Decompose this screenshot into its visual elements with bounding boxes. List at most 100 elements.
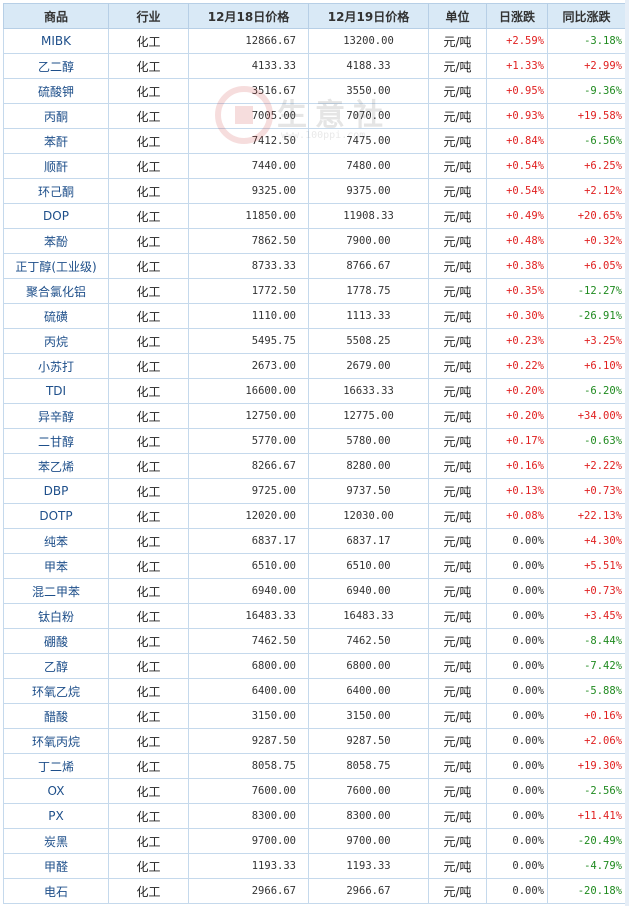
product-name-link[interactable]: 硫磺 xyxy=(3,303,109,329)
product-name-link[interactable]: 正丁醇(工业级) xyxy=(3,253,109,279)
daily-change-cell: 0.00% xyxy=(486,628,548,654)
table-row[interactable]: 纯苯 化工 6837.17 6837.17 元/吨 0.00% +4.30% xyxy=(3,528,626,554)
product-name-link[interactable]: 钛白粉 xyxy=(3,603,109,629)
product-name-link[interactable]: 乙醇 xyxy=(3,653,109,679)
product-name-link[interactable]: 丙烷 xyxy=(3,328,109,354)
table-row[interactable]: DOTP 化工 12020.00 12030.00 元/吨 +0.08% +22.13% xyxy=(3,503,626,529)
product-name-link[interactable]: 聚合氯化铝 xyxy=(3,278,109,304)
industry-cell: 化工 xyxy=(108,378,189,404)
product-name-link[interactable]: 甲苯 xyxy=(3,553,109,579)
table-row[interactable]: 炭黑 化工 9700.00 9700.00 元/吨 0.00% -20.49% xyxy=(3,828,626,854)
product-name-link[interactable]: 醋酸 xyxy=(3,703,109,729)
unit-cell: 元/吨 xyxy=(428,828,487,854)
table-row[interactable]: 硼酸 化工 7462.50 7462.50 元/吨 0.00% -8.44% xyxy=(3,628,626,654)
product-name-link[interactable]: 电石 xyxy=(3,878,109,904)
table-row[interactable]: 甲苯 化工 6510.00 6510.00 元/吨 0.00% +5.51% xyxy=(3,553,626,579)
unit-cell: 元/吨 xyxy=(428,203,487,229)
table-row[interactable]: 环氧乙烷 化工 6400.00 6400.00 元/吨 0.00% -5.88% xyxy=(3,678,626,704)
product-name-link[interactable]: 异辛醇 xyxy=(3,403,109,429)
product-name-link[interactable]: 硼酸 xyxy=(3,628,109,654)
table-row[interactable]: MIBK 化工 12866.67 13200.00 元/吨 +2.59% -3.18% xyxy=(3,28,626,54)
table-row[interactable]: 苯酐 化工 7412.50 7475.00 元/吨 +0.84% -6.56% xyxy=(3,128,626,154)
table-row[interactable]: 聚合氯化铝 化工 1772.50 1778.75 元/吨 +0.35% -12.27% xyxy=(3,278,626,304)
price-table-container: 商品 行业 12月18日价格 12月19日价格 单位 日涨跌 同比涨跌 MIBK… xyxy=(3,3,626,904)
table-row[interactable]: 环己酮 化工 9325.00 9375.00 元/吨 +0.54% +2.12% xyxy=(3,178,626,204)
yoy-change-cell: -20.18% xyxy=(547,878,626,904)
table-row[interactable]: 甲醛 化工 1193.33 1193.33 元/吨 0.00% -4.79% xyxy=(3,853,626,879)
product-name-link[interactable]: 苯酐 xyxy=(3,128,109,154)
table-row[interactable]: PX 化工 8300.00 8300.00 元/吨 0.00% +11.41% xyxy=(3,803,626,829)
table-row[interactable]: 苯乙烯 化工 8266.67 8280.00 元/吨 +0.16% +2.22% xyxy=(3,453,626,479)
table-row[interactable]: OX 化工 7600.00 7600.00 元/吨 0.00% -2.56% xyxy=(3,778,626,804)
table-row[interactable]: 正丁醇(工业级) 化工 8733.33 8766.67 元/吨 +0.38% +6.05% xyxy=(3,253,626,279)
table-row[interactable]: 乙二醇 化工 4133.33 4188.33 元/吨 +1.33% +2.99% xyxy=(3,53,626,79)
product-name-link[interactable]: MIBK xyxy=(3,28,109,54)
table-row[interactable]: 硫磺 化工 1110.00 1113.33 元/吨 +0.30% -26.91% xyxy=(3,303,626,329)
unit-cell: 元/吨 xyxy=(428,253,487,279)
product-name-link[interactable]: 苯乙烯 xyxy=(3,453,109,479)
product-name-link[interactable]: 硫酸钾 xyxy=(3,78,109,104)
table-row[interactable]: 二甘醇 化工 5770.00 5780.00 元/吨 +0.17% -0.63% xyxy=(3,428,626,454)
header-price-dec19[interactable]: 12月19日价格 xyxy=(308,3,429,29)
product-name-link[interactable]: DOP xyxy=(3,203,109,229)
table-row[interactable]: 异辛醇 化工 12750.00 12775.00 元/吨 +0.20% +34.00% xyxy=(3,403,626,429)
product-name-link[interactable]: 炭黑 xyxy=(3,828,109,854)
product-name-link[interactable]: 环己酮 xyxy=(3,178,109,204)
table-row[interactable]: 硫酸钾 化工 3516.67 3550.00 元/吨 +0.95% -9.36% xyxy=(3,78,626,104)
table-row[interactable]: 环氧丙烷 化工 9287.50 9287.50 元/吨 0.00% +2.06% xyxy=(3,728,626,754)
table-row[interactable]: 乙醇 化工 6800.00 6800.00 元/吨 0.00% -7.42% xyxy=(3,653,626,679)
unit-cell: 元/吨 xyxy=(428,653,487,679)
product-name-link[interactable]: DOTP xyxy=(3,503,109,529)
table-row[interactable]: 丙酮 化工 7005.00 7070.00 元/吨 +0.93% +19.58% xyxy=(3,103,626,129)
header-yoy-change[interactable]: 同比涨跌 xyxy=(547,3,626,29)
product-name-link[interactable]: 二甘醇 xyxy=(3,428,109,454)
table-row[interactable]: 电石 化工 2966.67 2966.67 元/吨 0.00% -20.18% xyxy=(3,878,626,904)
table-row[interactable]: 丁二烯 化工 8058.75 8058.75 元/吨 0.00% +19.30% xyxy=(3,753,626,779)
product-name-link[interactable]: 纯苯 xyxy=(3,528,109,554)
product-name-link[interactable]: 苯酚 xyxy=(3,228,109,254)
unit-cell: 元/吨 xyxy=(428,553,487,579)
table-row[interactable]: 小苏打 化工 2673.00 2679.00 元/吨 +0.22% +6.10% xyxy=(3,353,626,379)
product-name-link[interactable]: TDI xyxy=(3,378,109,404)
industry-cell: 化工 xyxy=(108,878,189,904)
price-dec19-cell: 6800.00 xyxy=(308,653,429,679)
daily-change-cell: 0.00% xyxy=(486,878,548,904)
table-row[interactable]: DOP 化工 11850.00 11908.33 元/吨 +0.49% +20.65% xyxy=(3,203,626,229)
header-daily-change[interactable]: 日涨跌 xyxy=(486,3,548,29)
product-name-link[interactable]: 环氧丙烷 xyxy=(3,728,109,754)
table-row[interactable]: 丙烷 化工 5495.75 5508.25 元/吨 +0.23% +3.25% xyxy=(3,328,626,354)
header-price-dec18[interactable]: 12月18日价格 xyxy=(188,3,309,29)
table-row[interactable]: 醋酸 化工 3150.00 3150.00 元/吨 0.00% +0.16% xyxy=(3,703,626,729)
product-name-link[interactable]: DBP xyxy=(3,478,109,504)
price-dec18-cell: 12750.00 xyxy=(188,403,309,429)
industry-cell: 化工 xyxy=(108,303,189,329)
daily-change-cell: 0.00% xyxy=(486,828,548,854)
yoy-change-cell: -4.79% xyxy=(547,853,626,879)
price-dec18-cell: 4133.33 xyxy=(188,53,309,79)
table-row[interactable]: 苯酚 化工 7862.50 7900.00 元/吨 +0.48% +0.32% xyxy=(3,228,626,254)
unit-cell: 元/吨 xyxy=(428,403,487,429)
table-row[interactable]: 顺酐 化工 7440.00 7480.00 元/吨 +0.54% +6.25% xyxy=(3,153,626,179)
product-name-link[interactable]: 混二甲苯 xyxy=(3,578,109,604)
table-row[interactable]: 钛白粉 化工 16483.33 16483.33 元/吨 0.00% +3.45% xyxy=(3,603,626,629)
product-name-link[interactable]: 小苏打 xyxy=(3,353,109,379)
price-dec18-cell: 6837.17 xyxy=(188,528,309,554)
header-product[interactable]: 商品 xyxy=(3,3,109,29)
daily-change-cell: +0.17% xyxy=(486,428,548,454)
table-row[interactable]: 混二甲苯 化工 6940.00 6940.00 元/吨 0.00% +0.73% xyxy=(3,578,626,604)
unit-cell: 元/吨 xyxy=(428,528,487,554)
product-name-link[interactable]: 丙酮 xyxy=(3,103,109,129)
product-name-link[interactable]: PX xyxy=(3,803,109,829)
table-row[interactable]: TDI 化工 16600.00 16633.33 元/吨 +0.20% -6.20% xyxy=(3,378,626,404)
header-industry[interactable]: 行业 xyxy=(108,3,189,29)
daily-change-cell: +0.23% xyxy=(486,328,548,354)
price-dec19-cell: 5508.25 xyxy=(308,328,429,354)
product-name-link[interactable]: 环氧乙烷 xyxy=(3,678,109,704)
product-name-link[interactable]: OX xyxy=(3,778,109,804)
product-name-link[interactable]: 甲醛 xyxy=(3,853,109,879)
table-row[interactable]: DBP 化工 9725.00 9737.50 元/吨 +0.13% +0.73% xyxy=(3,478,626,504)
header-unit[interactable]: 单位 xyxy=(428,3,487,29)
product-name-link[interactable]: 丁二烯 xyxy=(3,753,109,779)
product-name-link[interactable]: 乙二醇 xyxy=(3,53,109,79)
product-name-link[interactable]: 顺酐 xyxy=(3,153,109,179)
